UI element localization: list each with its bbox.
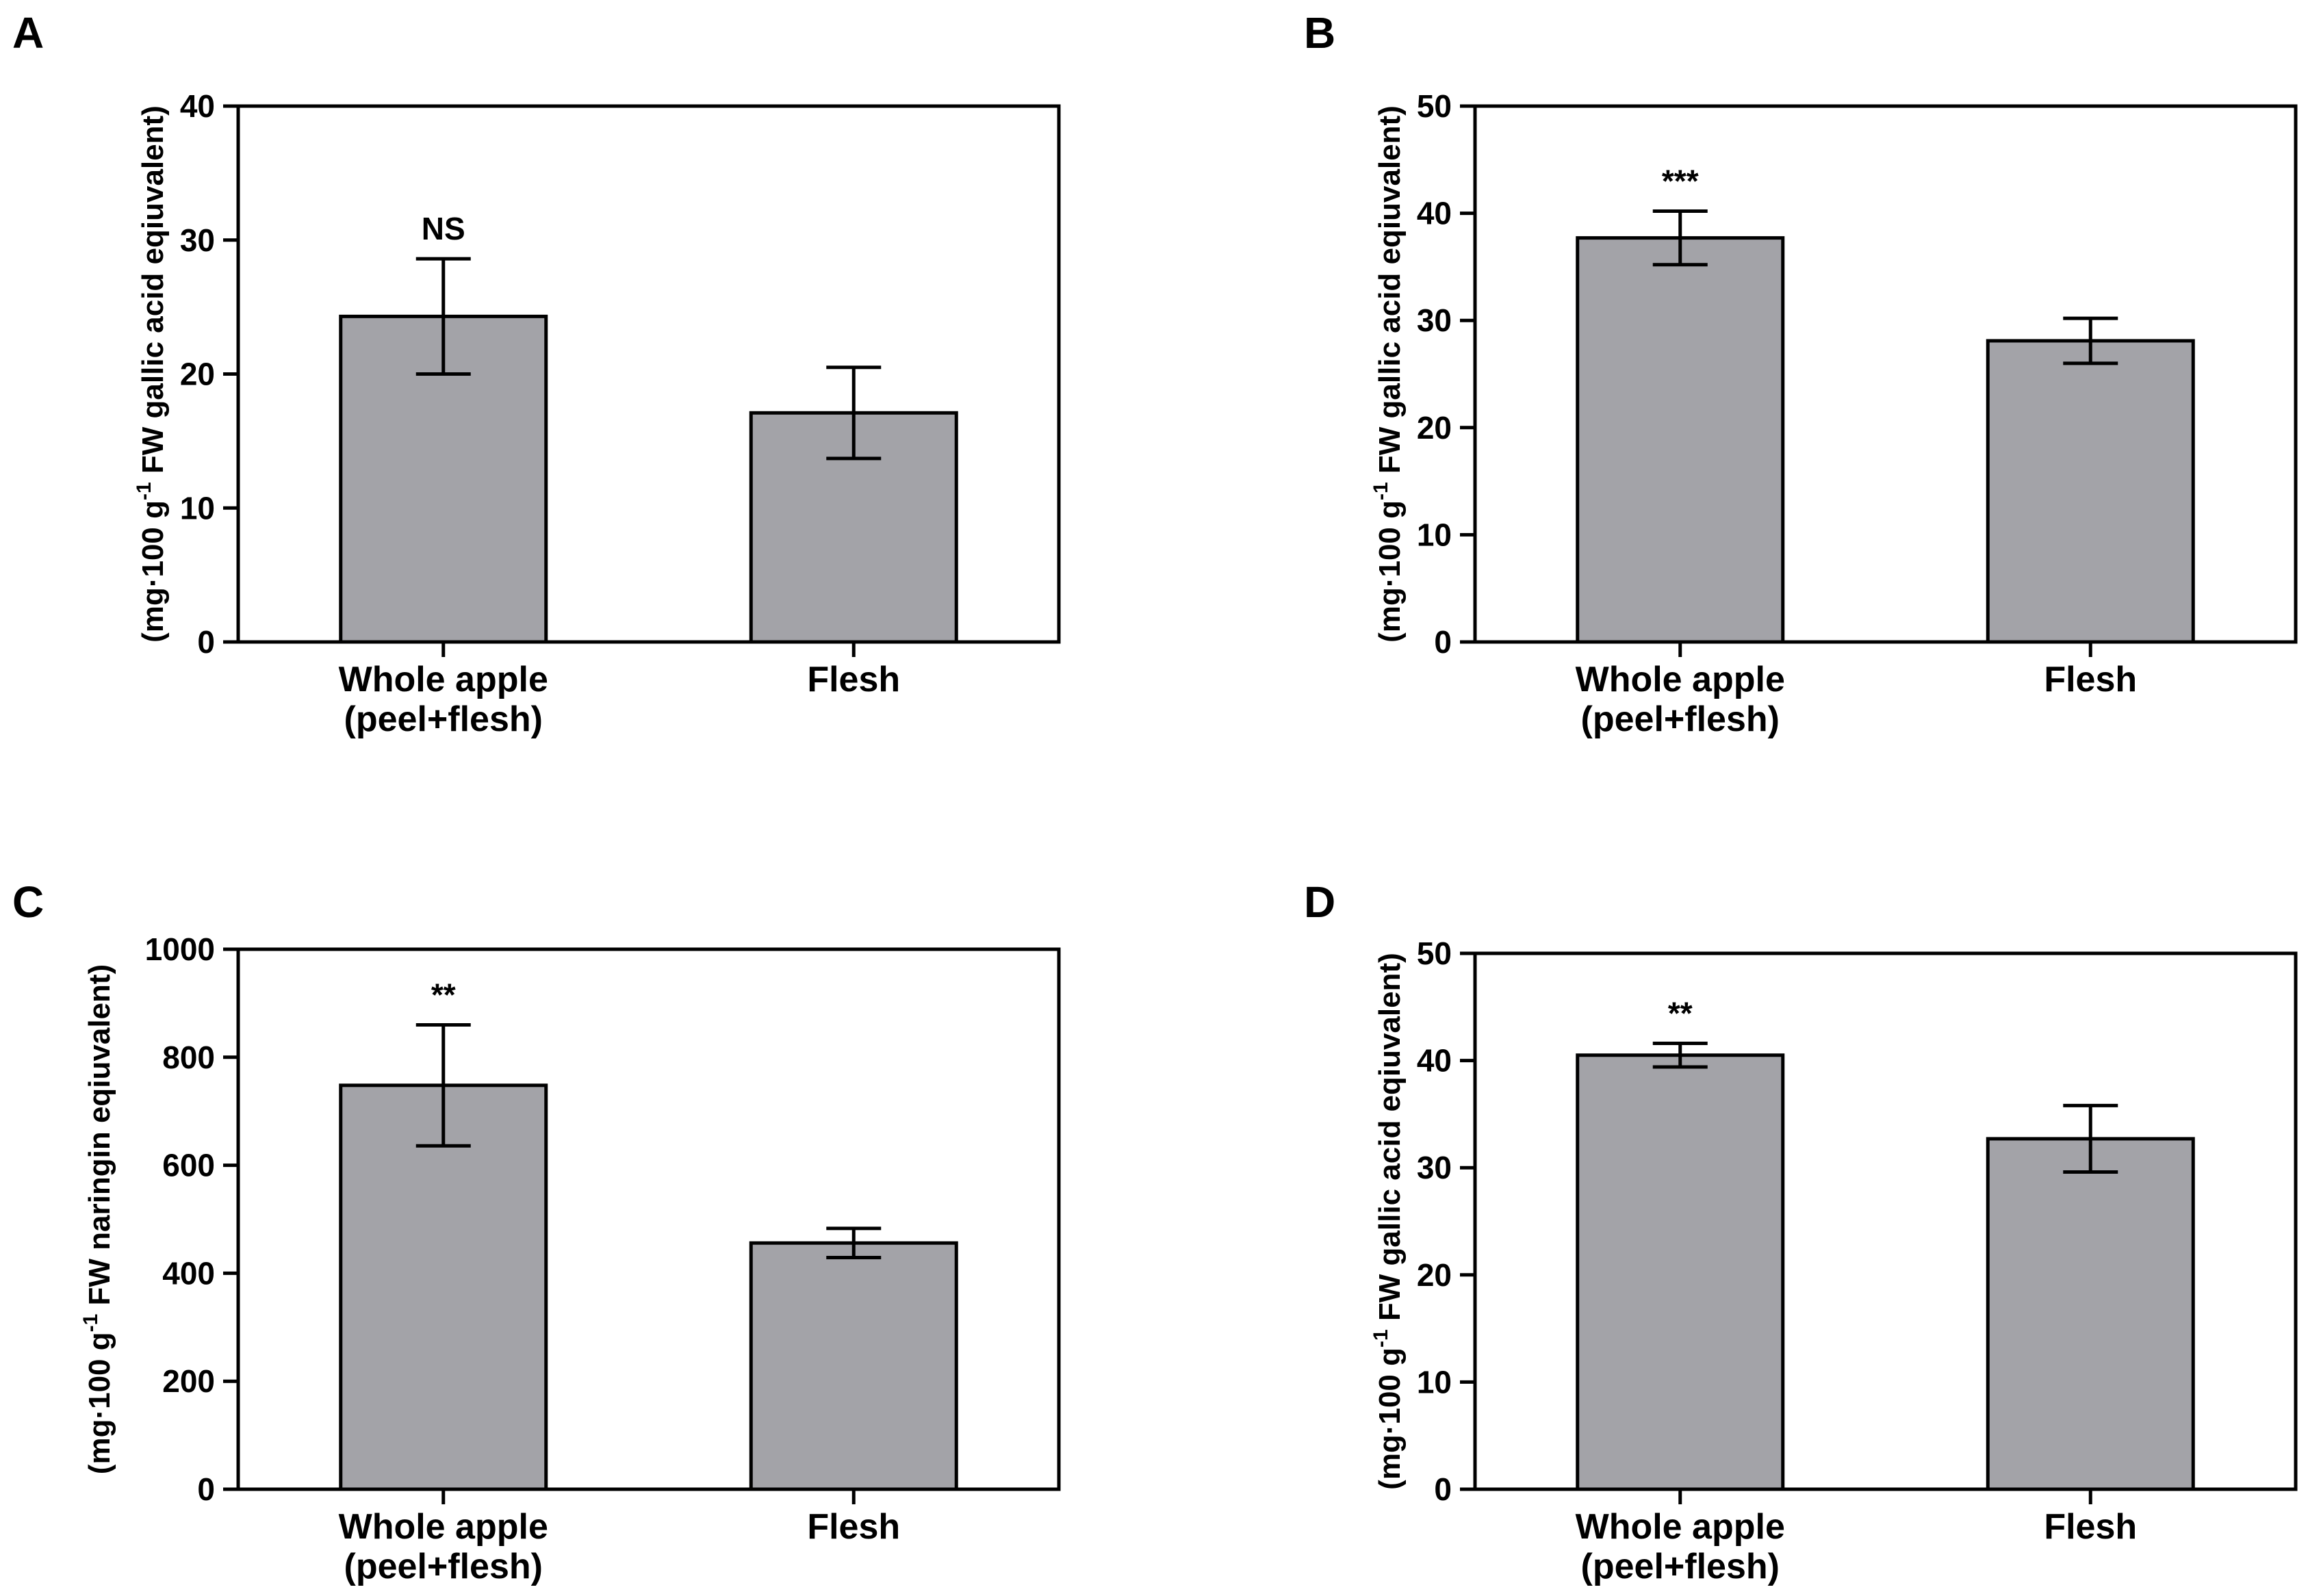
bar	[749, 1241, 958, 1491]
plot-frame	[1473, 951, 2298, 1491]
y-tick-label: 30	[1417, 303, 1452, 338]
y-tick-label: 800	[162, 1040, 215, 1075]
x-tick-label: Flesh	[2044, 1507, 2137, 1547]
y-tick-label: 40	[180, 88, 215, 124]
x-tick-label: Flesh	[807, 660, 900, 699]
error-bar	[1652, 209, 1708, 267]
bar	[1576, 236, 1785, 644]
y-tick-label: 40	[1417, 196, 1452, 231]
y-axis-label: (mg·100 g-1 FW gallic acid eqiuvalent)	[1370, 953, 1407, 1490]
y-tick-label: 600	[162, 1148, 215, 1183]
significance-label: **	[1668, 996, 1693, 1031]
error-bar	[2063, 316, 2118, 365]
y-tick-label: 10	[180, 490, 215, 526]
chart-panel-a: A NS Whole apple(peel+flesh) Flesh 0 10 20 30 40…	[12, 8, 1061, 739]
bar	[339, 1083, 548, 1491]
bar	[1986, 1137, 2195, 1491]
y-tick-label: 0	[1434, 624, 1452, 660]
y-tick-label: 30	[1417, 1150, 1452, 1185]
panel-letter: B	[1304, 8, 1335, 57]
error-bar	[415, 1022, 471, 1148]
y-tick-label: 20	[180, 357, 215, 392]
panel-letter: A	[12, 8, 44, 57]
error-bar	[826, 365, 882, 461]
chart-panel-c: C ** Whole apple(peel+flesh) Flesh 0 200 400 60…	[12, 877, 1061, 1586]
bar	[1986, 339, 2195, 644]
x-tick-label: Whole apple	[1576, 1507, 1785, 1547]
y-axis-label: (mg·100 g-1 FW gallic acid eqiuvalent)	[1370, 105, 1407, 643]
error-bar	[1652, 1042, 1708, 1069]
y-tick-label: 50	[1417, 88, 1452, 124]
y-tick-label: 0	[197, 624, 215, 660]
y-tick-label: 30	[180, 222, 215, 258]
significance-label: **	[431, 977, 456, 1012]
x-tick-label: (peel+flesh)	[1581, 699, 1780, 739]
x-tick-label: Flesh	[807, 1507, 900, 1547]
x-tick-label: Flesh	[2044, 660, 2137, 699]
chart-panel-d: D ** Whole apple(peel+flesh) Flesh 0 10 20 30 40…	[1304, 877, 2298, 1586]
panel-letter: C	[12, 877, 44, 927]
y-tick-label: 200	[162, 1363, 215, 1399]
x-tick-label: (peel+flesh)	[344, 1547, 543, 1586]
error-bar	[2063, 1103, 2118, 1174]
chart-panel-b: B *** Whole apple(peel+flesh) Flesh 0 10 20 30 4…	[1304, 8, 2298, 739]
y-tick-label: 20	[1417, 1257, 1452, 1293]
x-tick-label: (peel+flesh)	[1581, 1547, 1780, 1586]
y-tick-label: 10	[1417, 517, 1452, 552]
y-tick-label: 0	[1434, 1471, 1452, 1507]
plot-frame	[236, 947, 1061, 1491]
y-axis-label: (mg·100 g-1 FW gallic acid eqiuvalent)	[133, 105, 170, 643]
x-tick-label: Whole apple	[1576, 660, 1785, 699]
error-bar	[415, 257, 471, 376]
significance-label: NS	[422, 211, 465, 246]
x-tick-label: Whole apple	[339, 1507, 548, 1547]
y-tick-label: 10	[1417, 1364, 1452, 1400]
bar	[1576, 1053, 1785, 1491]
y-tick-label: 40	[1417, 1043, 1452, 1079]
y-axis-label: (mg·100 g-1 FW naringin eqiuvalent)	[79, 964, 116, 1474]
x-tick-label: (peel+flesh)	[344, 699, 543, 739]
y-tick-label: 20	[1417, 410, 1452, 446]
y-tick-label: 50	[1417, 936, 1452, 971]
y-tick-label: 400	[162, 1255, 215, 1291]
x-tick-label: Whole apple	[339, 660, 548, 699]
error-bar	[826, 1226, 882, 1260]
y-tick-label: 1000	[145, 931, 215, 967]
y-tick-label: 0	[197, 1471, 215, 1507]
significance-label: ***	[1662, 163, 1699, 198]
panel-letter: D	[1304, 877, 1335, 927]
plot-frame	[1473, 104, 2298, 644]
